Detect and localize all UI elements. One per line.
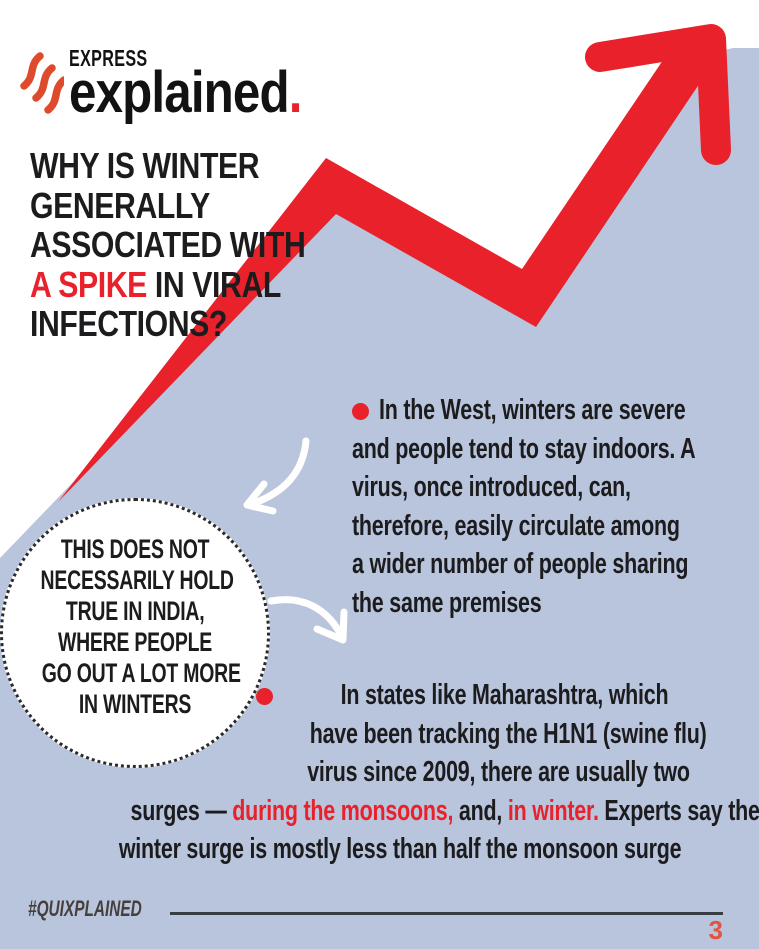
bullet1-line: a wider number of people sharing (352, 548, 689, 580)
logo-wordmark: EXPRESS explained. (69, 45, 343, 122)
headline-line: ASSOCIATED WITH (30, 224, 306, 265)
headline-line: WHY IS WINTER (30, 145, 260, 186)
bullet-dot-icon (352, 403, 369, 420)
circle-line: NECESSARILY HOLD (40, 565, 234, 595)
logo-explained-word: explained (69, 60, 290, 125)
express-flame-icon (20, 52, 64, 114)
page-number: 3 (708, 915, 723, 945)
red-phrase-winter: in winter. (507, 794, 599, 827)
headline-highlight: A SPIKE (30, 263, 147, 305)
bullet-point-west-winters: In the West, winters are severe and peop… (352, 391, 759, 622)
curved-arrow-down-right-icon (267, 596, 347, 643)
bullet2-line: winter surge is mostly less than half th… (118, 833, 682, 865)
headline-line: GENERALLY (30, 184, 210, 226)
bullet2-line: have been tracking the H1N1 (swine flu) (309, 717, 707, 750)
circle-callout: THIS DOES NOT NECESSARILY HOLD TRUE IN I… (0, 498, 270, 768)
circle-line: THIS DOES NOT (60, 534, 210, 564)
bullet2-line: In states like Maharashtra, which (340, 679, 669, 711)
headline-line: INFECTIONS? (30, 303, 227, 344)
curved-arrow-down-left-head-icon (243, 480, 277, 515)
headline-line: A SPIKE IN VIRAL (30, 263, 281, 305)
bullet1-line: the same premises (352, 586, 542, 619)
trend-arrow-shaft (58, 32, 718, 502)
curved-arrow-down-left-icon (245, 437, 310, 509)
circle-line: TRUE IN INDIA, (65, 596, 205, 626)
trend-arrow-head-icon (585, 24, 731, 165)
red-phrase-monsoons: during the monsoons, (232, 794, 454, 827)
circle-line: IN WINTERS (78, 689, 192, 719)
bullet1-line: and people tend to stay indoors. A (352, 432, 696, 465)
bullet1-line: In the West, winters are severe (379, 394, 686, 426)
bullet1-line: virus, once introduced, can, (352, 471, 631, 503)
bullet-point-maharashtra-surges: In states like Maharashtra, which have b… (20, 676, 759, 869)
logo-explained-text: explained. (69, 64, 302, 122)
bullet-dot-icon (256, 688, 273, 705)
headline: WHY IS WINTER GENERALLY ASSOCIATED WITH … (30, 146, 358, 344)
bullet2-line: virus since 2009, there are usually two (307, 756, 690, 788)
footer-hashtag: #QUIXPLAINED (28, 896, 142, 921)
bullet2-line: surges — during the monsoons, and, in wi… (130, 794, 759, 827)
circle-callout-text: THIS DOES NOT NECESSARILY HOLD TRUE IN I… (3, 534, 267, 720)
footer-rule (170, 912, 723, 915)
express-explained-logo: EXPRESS explained. (20, 45, 343, 122)
logo-period: . (288, 60, 303, 125)
circle-line: GO OUT A LOT MORE (41, 658, 241, 688)
bullet1-line: therefore, easily circulate among (352, 509, 680, 542)
logo-express-text: EXPRESS (69, 45, 148, 71)
circle-line: WHERE PEOPLE (57, 627, 213, 657)
curved-arrow-down-right-head-icon (313, 608, 348, 644)
